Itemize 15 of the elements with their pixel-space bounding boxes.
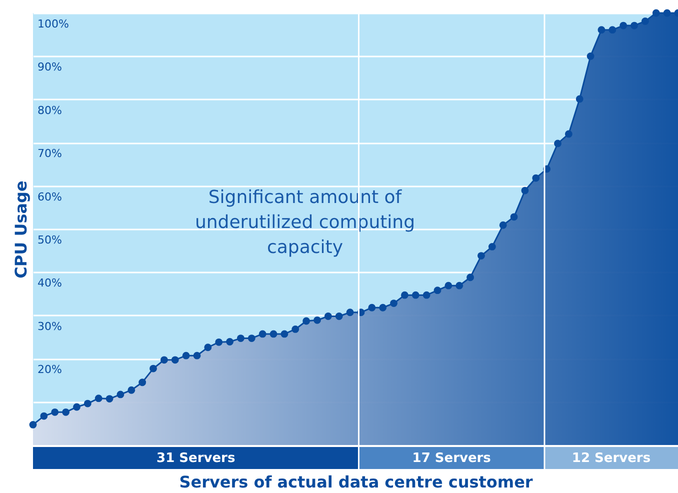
text: 17 Servers: [412, 451, 492, 466]
y-tick-label: 50%: [38, 234, 62, 246]
y-tick-label: 70%: [38, 147, 62, 160]
y-tick-label: 40%: [38, 276, 62, 290]
y-axis-title: CPU Usage: [12, 180, 30, 278]
y-tick-label: 60%: [38, 190, 62, 204]
y-tick-label: 90%: [38, 60, 62, 74]
y-tick-label: 100%: [38, 18, 69, 30]
annotation: Significant amount of underutilized computing capacity: [194, 187, 416, 258]
text: 31 Servers: [156, 451, 236, 466]
y-tick-label: 20%: [38, 363, 62, 376]
x-axis-title: Servers of actual data centre customer: [179, 472, 533, 492]
y-tick-label: 80%: [38, 104, 62, 117]
text: 12 Servers: [572, 451, 651, 466]
y-tick-label: 30%: [38, 320, 62, 333]
